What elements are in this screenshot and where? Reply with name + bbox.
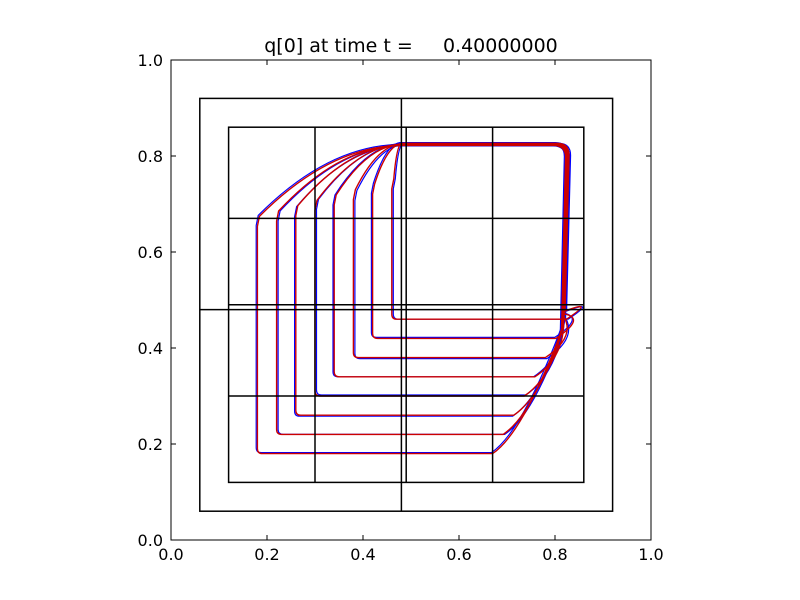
contour-fine-line bbox=[391, 142, 582, 320]
y-tick-label: 0.0 bbox=[138, 531, 163, 550]
x-tick-label: 1.0 bbox=[638, 545, 663, 564]
y-tick-label: 0.6 bbox=[138, 243, 163, 262]
x-tick-label: 0.0 bbox=[158, 545, 183, 564]
contour-coarse-line bbox=[255, 143, 565, 454]
x-tick-label: 0.8 bbox=[542, 545, 567, 564]
chart-title: q[0] at time t = 0.40000000 bbox=[264, 35, 558, 57]
y-tick-label: 0.8 bbox=[138, 147, 163, 166]
contours-fine bbox=[256, 142, 582, 455]
y-tick-label: 1.0 bbox=[138, 51, 163, 70]
axis-ticks: 0.0 0.2 0.4 0.6 0.8 1.0 0.0 0.2 0.4 0.6 0.8 1.0 bbox=[138, 51, 664, 564]
x-tick-label: 0.6 bbox=[446, 545, 471, 564]
y-tick-label: 0.2 bbox=[138, 435, 163, 454]
axes-frame bbox=[170, 59, 652, 541]
x-tick-label: 0.4 bbox=[350, 545, 375, 564]
y-tick-label: 0.4 bbox=[138, 339, 163, 358]
x-tick-label: 0.2 bbox=[254, 545, 279, 564]
patch-edges bbox=[199, 97, 614, 512]
patch-box bbox=[199, 97, 614, 512]
